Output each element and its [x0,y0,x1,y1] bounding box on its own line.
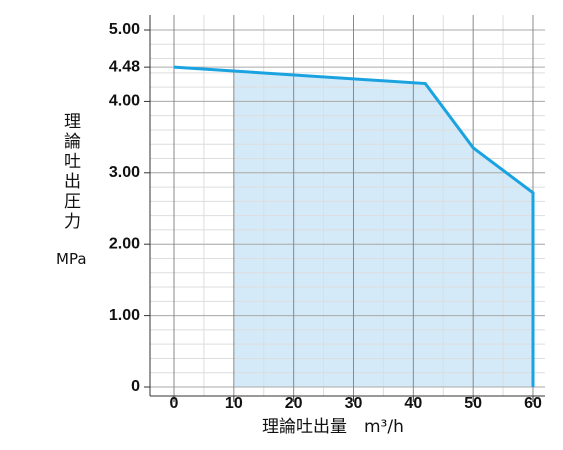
x-tick-label: 30 [345,395,363,412]
data-line [173,65,535,387]
y-tick-label: 0 [131,378,140,395]
x-tick-label: 60 [524,395,542,412]
x-tick-label: 50 [464,395,482,412]
x-tick-label: 20 [285,395,303,412]
y-axis-unit: MPa [56,250,87,268]
y-tick-label: 5.00 [109,21,140,38]
y-tick-label: 4.00 [109,93,140,110]
x-tick-label: 40 [404,395,422,412]
y-axis-label: 理論吐出圧力 [60,112,80,232]
x-axis-label: 理論吐出量 m³/h [262,417,404,437]
y-tick-label: 1.00 [109,307,140,324]
x-tick-label: 10 [225,395,243,412]
x-tick-label: 0 [170,395,179,412]
y-tick-label: 2.00 [109,235,140,252]
y-tick-label: 3.00 [109,164,140,181]
y-tick-label: 4.48 [109,58,140,75]
